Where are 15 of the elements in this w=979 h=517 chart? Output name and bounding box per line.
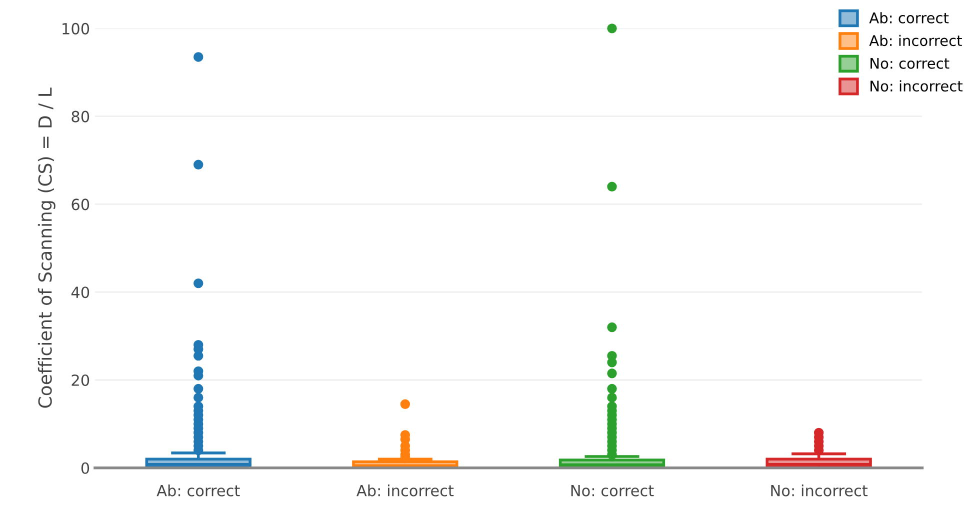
- legend-label: Ab: incorrect: [869, 34, 962, 46]
- y-tick-label: 0: [81, 462, 90, 474]
- y-tick-label: 80: [72, 110, 90, 122]
- y-tick-label: 40: [71, 286, 90, 298]
- x-tick-label: Ab: correct: [156, 484, 240, 496]
- x-tick-label: No: correct: [571, 485, 654, 496]
- legend-label: No: incorrect: [870, 80, 963, 92]
- y-tick-label: 20: [72, 374, 90, 386]
- x-tick-label: No: incorrect: [771, 484, 868, 496]
- legend-label: No: correct: [870, 58, 950, 69]
- y-axis-title: Coefficient of Scanning (CS) = D / L: [38, 88, 56, 408]
- y-tick-label: 100: [62, 22, 90, 34]
- y-tick-label: 60: [72, 198, 90, 210]
- x-tick-label: Ab: incorrect: [356, 484, 454, 496]
- legend-label: Ab: correct: [869, 12, 949, 24]
